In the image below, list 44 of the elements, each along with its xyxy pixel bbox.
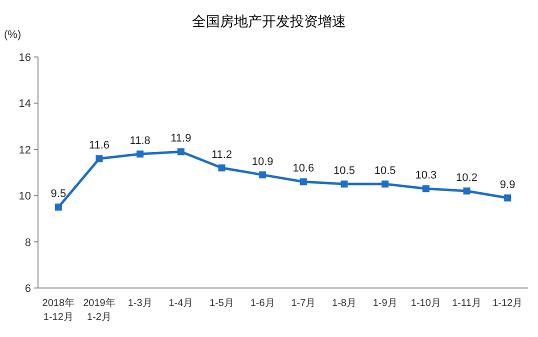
data-label: 10.3 [415,170,437,182]
point [177,148,184,156]
point [218,164,226,172]
y-tick-label: 16 [18,52,31,64]
point [300,178,307,186]
point [463,187,470,194]
point [54,204,62,211]
point [422,185,430,192]
point [382,180,389,188]
point [96,155,103,162]
data-label: 10.6 [292,162,314,175]
y-tick-label: 8 [24,236,31,249]
data-label: 9.9 [500,178,516,191]
y-tick-label: 6 [24,283,31,295]
data-label: 9.5 [50,188,66,200]
point [340,180,348,188]
x-tick-label: 1-5月 [210,298,234,309]
x-tick-label: 1-6月 [250,298,275,309]
y-tick-label: 14 [18,98,31,110]
x-tick-label: 1-3月 [128,298,152,309]
data-label: 10.5 [334,165,355,178]
y-tick-label: 12 [18,144,31,156]
data-label: 10.9 [252,156,274,168]
y-axis-title: (%) [4,29,22,41]
y-tick-label: 10 [18,190,31,203]
x-tick-label: 1-7月 [291,298,316,309]
data-label: 11.6 [88,140,110,152]
point [259,171,266,178]
data-label: 11.8 [130,135,150,148]
x-tick-label: 2018年 1-12月 [42,297,75,323]
data-label: 10.2 [456,172,478,184]
x-tick-label: 2019年 1-2月 [83,297,116,323]
point [504,194,512,202]
data-label: 10.5 [374,165,396,178]
point [136,150,144,158]
chart-title: 全国房地产开发投资增速 [192,13,346,29]
x-tick-label: 1-12月 [492,298,523,309]
data-label: 11.2 [211,148,232,161]
x-tick-label: 1-4月 [168,298,194,309]
x-tick-label: 1-8月 [332,298,356,309]
data-label: 11.9 [170,132,192,145]
x-tick-label: 1-9月 [372,298,398,309]
x-tick-label: 1-10月 [410,298,441,309]
x-tick-label: 1-11月 [452,298,482,309]
